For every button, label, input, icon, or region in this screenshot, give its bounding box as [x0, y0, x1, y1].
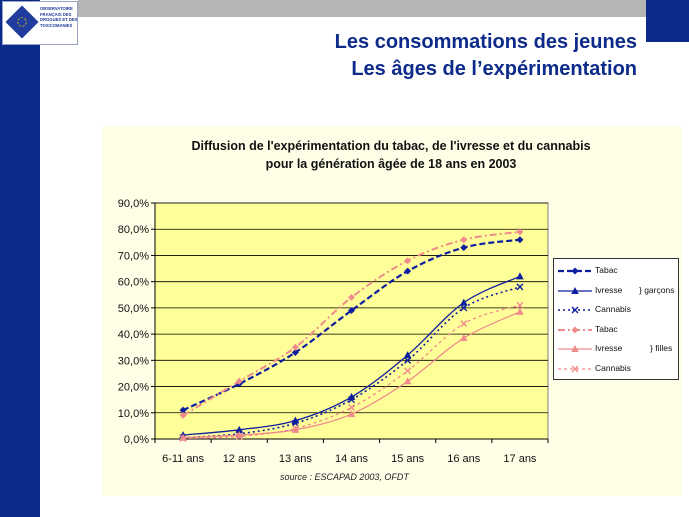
series-girls-cannabis-point — [460, 320, 468, 328]
series-boys-cannabis-point — [516, 283, 524, 291]
legend-boys-ivresse: Ivresse — [554, 283, 678, 299]
y-tick-label: 20,0% — [118, 382, 149, 394]
series-girls-tabac-point — [291, 343, 299, 351]
page-title-line-2: Les âges de l’expérimentation — [351, 58, 637, 80]
series-girls-tabac-point — [460, 236, 468, 244]
plot-area — [154, 202, 549, 440]
legend-boys-tabac: Tabac — [554, 263, 678, 279]
series-girls-cannabis-point — [291, 425, 299, 433]
series-girls-ivresse-point — [403, 377, 412, 385]
x-tick-label: 6-11 ans — [162, 453, 204, 465]
x-tick-label: 16 ans — [447, 453, 481, 465]
series-boys-tabac-point — [516, 236, 524, 244]
legend-boys-tabac-swatch-marker — [571, 267, 579, 275]
y-tick-label: 70,0% — [118, 250, 149, 262]
series-girls-ivresse-point — [459, 334, 468, 342]
series-girls-tabac — [179, 228, 524, 419]
legend-girls-cannabis: Cannabis — [554, 361, 678, 377]
y-tick-label: 60,0% — [118, 277, 149, 289]
chart-title-line-1: Diffusion de l'expérimentation du tabac,… — [191, 139, 591, 153]
series-boys-tabac-point — [179, 406, 187, 414]
chart-legend: Tabac Ivresse Cannabis Tabac Ivresse Cannabis… — [553, 258, 679, 380]
top-right-brand-block — [646, 0, 689, 42]
series-boys-cannabis-point — [291, 419, 299, 427]
legend-boys-cannabis-swatch — [558, 306, 592, 314]
legend-girls-tabac: Tabac — [554, 322, 678, 338]
series-girls-cannabis-point — [404, 367, 412, 375]
ofdt-logo: OBSERVATOIRE FRANÇAIS DES DROGUES ET DES… — [2, 1, 78, 45]
series-girls-tabac-point — [404, 257, 412, 265]
legend-girls-tabac-label: Tabac — [595, 323, 618, 334]
series-girls-cannabis-point — [516, 301, 524, 309]
page-title-line-1: Les consommations des jeunes — [334, 31, 637, 53]
series-boys-tabac-point — [348, 307, 355, 315]
legend-girls-ivresse-label: Ivresse — [595, 343, 623, 353]
legend-girls-cannabis-swatch-marker — [571, 365, 579, 372]
legend-boys-tabac-swatch — [558, 267, 592, 275]
x-tick-label: 15 ans — [391, 453, 425, 465]
legend-boys-ivresse-swatch — [558, 286, 592, 294]
series-boys-ivresse-point — [516, 272, 524, 280]
legend-girls-tabac-swatch — [558, 326, 592, 333]
x-tick-label: 17 ans — [503, 453, 537, 465]
series-boys-cannabis-point — [404, 356, 412, 364]
series-girls-ivresse-point — [516, 307, 524, 315]
x-tick-label: 12 ans — [223, 453, 257, 465]
y-tick-label: 90,0% — [118, 198, 149, 210]
legend-group-boys: } garçons — [639, 284, 675, 295]
legend-boys-cannabis: Cannabis — [554, 302, 678, 318]
legend-boys-cannabis-swatch-marker — [571, 306, 579, 314]
chart-source: source : ESCAPAD 2003, OFDT — [280, 472, 409, 482]
y-tick-label: 0,0% — [124, 434, 149, 446]
legend-boys-ivresse-label: Ivresse — [595, 284, 623, 295]
y-tick-label: 10,0% — [118, 408, 149, 420]
legend-girls-cannabis-swatch — [558, 365, 592, 372]
series-boys-tabac-point — [291, 348, 299, 356]
series-girls-ivresse-point — [347, 410, 356, 418]
series-boys-ivresse-point — [459, 298, 468, 306]
series-girls-tabac-point — [348, 293, 355, 301]
legend-girls-tabac-swatch-marker — [571, 326, 579, 333]
legend-group-girls: } filles — [650, 343, 673, 353]
y-tick-label: 40,0% — [118, 329, 149, 341]
legend-girls-ivresse-swatch — [558, 345, 592, 352]
series-boys-ivresse-point — [403, 351, 412, 359]
legend-boys-ivresse-swatch-marker — [571, 286, 579, 294]
x-tick-label: 13 ans — [279, 453, 313, 465]
series-boys-cannabis-point — [348, 396, 355, 404]
legend-boys-tabac-label: Tabac — [595, 265, 618, 275]
legend-girls-ivresse-swatch-marker — [571, 345, 579, 352]
top-grey-bar — [78, 0, 660, 17]
y-tick-label: 50,0% — [118, 303, 149, 315]
series-boys-tabac-point — [460, 244, 468, 252]
series-boys-tabac-point — [404, 267, 412, 275]
x-tick-label: 14 ans — [335, 453, 369, 465]
chart-title-line-2: pour la génération âgée de 18 ans en 200… — [265, 157, 517, 171]
y-tick-label: 80,0% — [118, 224, 149, 236]
series-girls-cannabis-point — [235, 432, 243, 440]
series-girls-tabac-point — [179, 411, 187, 419]
y-tick-label: 30,0% — [118, 355, 149, 367]
series-boys-cannabis-point — [460, 304, 468, 312]
logo-text: OBSERVATOIRE FRANÇAIS DES DROGUES ET DES… — [40, 6, 78, 28]
legend-girls-ivresse: Ivresse — [554, 341, 678, 357]
legend-girls-cannabis-label: Cannabis — [595, 362, 631, 373]
series-girls-tabac-point — [516, 228, 524, 236]
series-girls-tabac-point — [235, 377, 243, 385]
series-girls-cannabis-point — [348, 404, 355, 412]
legend-boys-cannabis-label: Cannabis — [595, 304, 631, 314]
left-brand-bar — [0, 0, 40, 517]
series-girls-cannabis — [179, 301, 524, 442]
series-girls-cannabis-point — [179, 434, 187, 442]
